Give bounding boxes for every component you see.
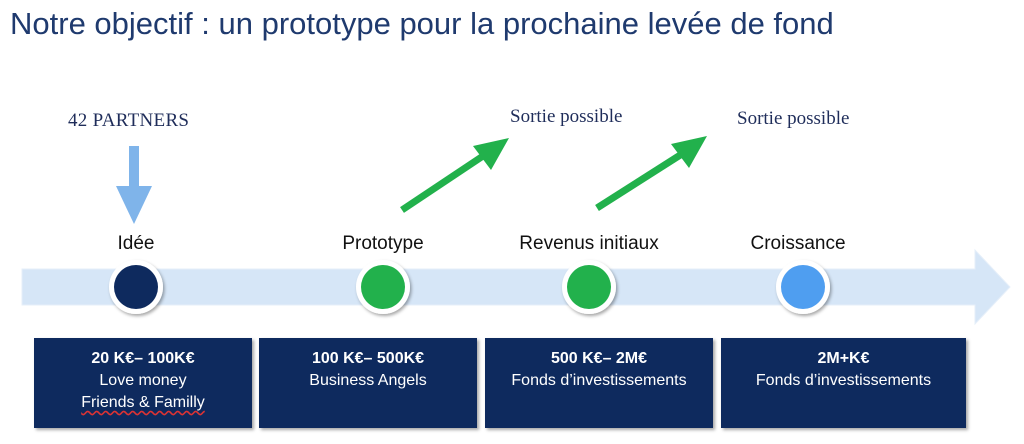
funding-box-prototype: 100 K€– 500K€ Business Angels <box>259 338 477 428</box>
funding-box-idee: 20 K€– 100K€ Love money Friends & Famill… <box>34 338 252 428</box>
exit-arrow-icon-1 <box>400 138 509 213</box>
slide-title: Notre objectif : un prototype pour la pr… <box>10 6 834 41</box>
funding-box-revenus: 500 K€– 2M€ Fonds d’investissements <box>485 338 713 428</box>
funding-amount: 2M+K€ <box>817 350 870 367</box>
stage-label-prototype: Prototype <box>342 233 424 254</box>
stage-label-revenus: Revenus initiaux <box>519 233 659 254</box>
funding-source: Love money <box>99 372 187 389</box>
stage-label-croissance: Croissance <box>750 233 846 254</box>
funding-box-croissance: 2M+K€ Fonds d’investissements <box>721 338 966 428</box>
stage-markers <box>109 260 830 314</box>
down-arrow-icon <box>116 146 152 224</box>
exit-arrow-icon-2 <box>595 136 707 211</box>
funding-source: Business Angels <box>309 372 427 389</box>
funding-amount: 20 K€– 100K€ <box>91 350 195 367</box>
stage-label-idee: Idée <box>117 233 155 254</box>
funding-amount: 500 K€– 2M€ <box>550 350 648 367</box>
partners-label: 42 PARTNERS <box>68 110 190 131</box>
funding-source-2: Friends & Familly <box>81 394 205 411</box>
exit-label-2: Sortie possible <box>737 108 850 129</box>
funding-amount: 100 K€– 500K€ <box>311 350 425 367</box>
timeline-arrow <box>21 248 1011 326</box>
funding-source: Fonds d’investissements <box>755 372 932 389</box>
funding-source: Fonds d’investissements <box>511 372 687 389</box>
exit-label-1: Sortie possible <box>510 106 623 127</box>
